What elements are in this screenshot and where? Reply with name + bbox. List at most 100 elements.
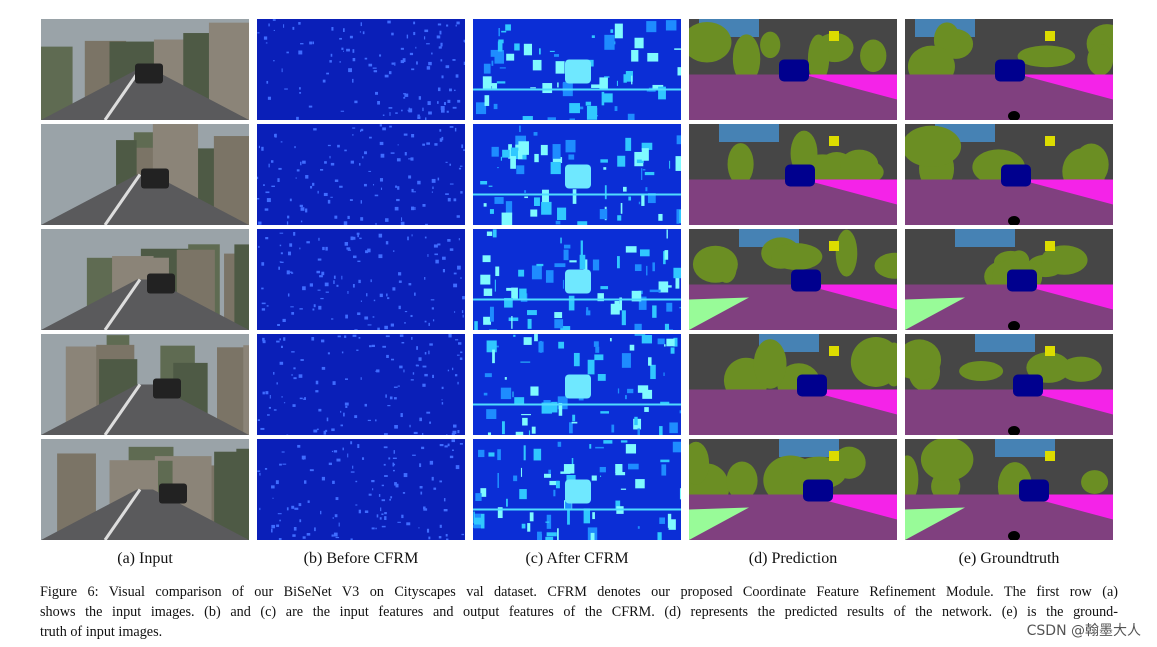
activation [352,127,356,129]
image-cell [905,229,1113,330]
activation [312,308,315,311]
activation [604,76,610,78]
activation [435,259,439,264]
activation [321,339,325,343]
activation [583,508,591,524]
column-label: (b) Before CFRM [303,550,419,567]
activation [394,62,396,66]
activation [599,466,606,473]
activation [333,280,335,284]
activation [621,310,626,326]
activation [453,198,457,202]
activation [311,337,315,341]
vegetation-seg [732,34,761,84]
activation [431,52,433,55]
activation [325,291,329,293]
activation [379,141,384,146]
sky-seg [719,124,779,142]
activation [615,472,626,476]
activation [380,507,382,512]
activation [385,241,389,245]
activation [380,187,383,190]
activation [272,497,274,499]
image-cell [257,334,465,435]
activation [463,61,465,66]
activation [313,128,317,131]
activation [280,345,283,348]
activation [504,377,507,380]
sign-seg [829,31,839,41]
activation [599,77,608,90]
activation [519,125,521,133]
activation [347,290,349,294]
activation [352,134,354,136]
activation [597,374,606,381]
activation [644,407,649,412]
activation [381,484,384,487]
activation [433,244,438,248]
activation [457,99,461,103]
activation [427,254,429,257]
activation [646,90,656,92]
activation [346,48,350,52]
activation [595,446,604,449]
activation [320,168,324,171]
ego-car-seg [1008,216,1020,225]
sidewalk-seg [1019,179,1113,205]
activation [529,512,534,522]
activation [660,401,670,405]
activation [646,265,648,276]
activation [600,286,609,290]
sign-seg [1045,346,1055,356]
activation [264,208,269,211]
activation [382,127,386,131]
activation [483,392,488,396]
activation [298,22,301,25]
activation [358,279,361,284]
activation [443,509,448,512]
activation [350,160,354,164]
activation [308,105,313,108]
activation [428,536,431,540]
activation [257,419,260,421]
activation [634,151,644,167]
activation [327,352,330,355]
activation [439,524,442,528]
car [135,63,163,84]
activation [647,52,659,62]
activation [381,513,384,516]
activation [461,533,465,536]
ego-car-seg [1008,531,1020,540]
activation [330,53,333,57]
feature-bg [257,439,465,540]
activation [492,229,497,238]
activation [403,93,406,95]
activation [383,446,388,449]
activation [377,327,380,330]
activation [406,34,409,39]
activation [445,533,448,537]
activation [428,61,432,66]
activation [457,265,461,270]
activation [461,310,464,314]
activation [400,47,404,50]
activation [439,30,442,35]
sign-seg [1045,136,1055,146]
activation [385,218,389,222]
activation [268,406,271,409]
activation [658,213,663,221]
activation [554,312,563,319]
activation [634,416,638,426]
activation [277,513,282,515]
activation [428,111,432,115]
activation [312,182,315,186]
car-seg [1019,479,1049,502]
activation [557,396,568,410]
activation [451,432,455,435]
activation [478,449,485,458]
activation [312,41,315,45]
activation [625,137,632,151]
activation [617,155,626,167]
activation [550,161,561,175]
